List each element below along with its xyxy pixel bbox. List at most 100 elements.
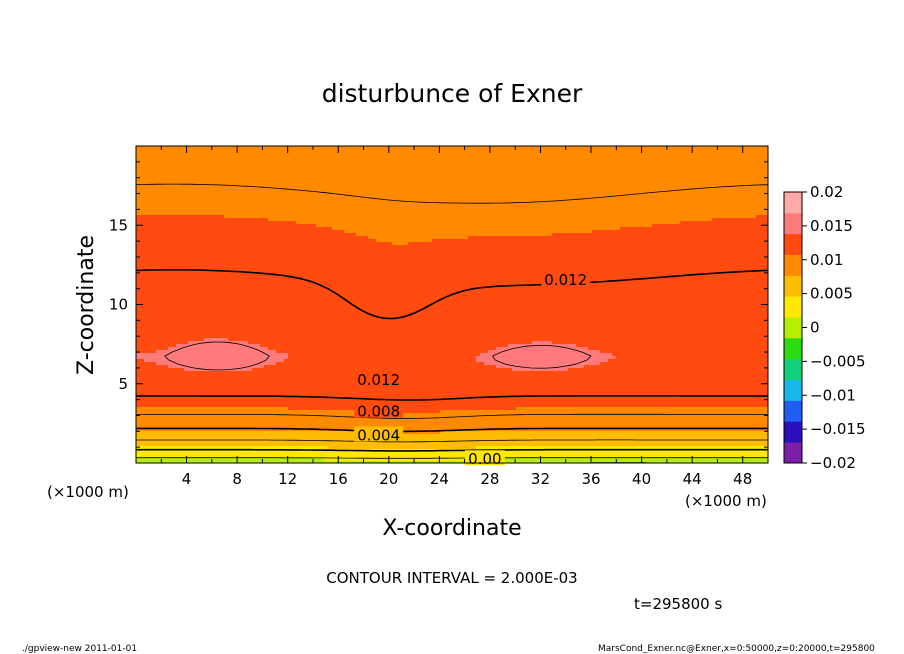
- field-cell: [552, 188, 557, 192]
- field-cell: [144, 155, 149, 159]
- field-cell: [276, 155, 281, 159]
- field-cell: [528, 173, 533, 177]
- field-cell: [264, 233, 269, 237]
- field-cell: [252, 233, 257, 237]
- field-cell: [704, 155, 709, 159]
- field-cell: [684, 224, 689, 228]
- field-cell: [728, 146, 733, 150]
- field-cell: [416, 155, 421, 159]
- field-cell: [432, 167, 437, 171]
- field-cell: [572, 218, 577, 222]
- field-cell: [740, 209, 745, 213]
- field-cell: [464, 164, 469, 168]
- field-cell: [572, 188, 577, 192]
- field-cell: [304, 173, 309, 177]
- field-cell: [176, 194, 181, 198]
- field-cell: [340, 221, 345, 225]
- field-cell: [420, 212, 425, 216]
- field-cell: [332, 161, 337, 165]
- field-cell: [556, 179, 561, 183]
- field-cell: [172, 161, 177, 165]
- field-cell: [240, 203, 245, 207]
- field-cell: [508, 209, 513, 213]
- field-cell: [232, 212, 237, 216]
- field-cell: [184, 227, 189, 231]
- field-cell: [648, 182, 653, 186]
- field-cell: [268, 209, 273, 213]
- field-cell: [392, 224, 397, 228]
- field-cell: [564, 212, 569, 216]
- field-cell: [456, 176, 461, 180]
- field-cell: [288, 173, 293, 177]
- field-cell: [168, 173, 173, 177]
- field-cell: [620, 212, 625, 216]
- field-cell: [232, 203, 237, 207]
- field-cell: [760, 197, 765, 201]
- field-cell: [612, 221, 617, 225]
- field-cell: [628, 170, 633, 174]
- field-cell: [672, 158, 677, 162]
- field-cell: [560, 200, 565, 204]
- field-cell: [608, 161, 613, 165]
- field-cell: [248, 158, 253, 162]
- field-cell: [476, 215, 481, 219]
- field-cell: [464, 170, 469, 174]
- field-cell: [232, 230, 237, 234]
- field-cell: [540, 167, 545, 171]
- field-cell: [204, 239, 209, 243]
- field-cell: [660, 233, 665, 237]
- field-cell: [524, 194, 529, 198]
- field-cell: [308, 215, 313, 219]
- field-cell: [212, 197, 217, 201]
- field-cell: [724, 179, 729, 183]
- field-cell: [588, 161, 593, 165]
- field-cell: [572, 185, 577, 189]
- field-cell: [324, 185, 329, 189]
- field-cell: [652, 182, 657, 186]
- field-cell: [276, 224, 281, 228]
- field-cell: [628, 203, 633, 207]
- field-cell: [332, 149, 337, 153]
- field-cell: [584, 191, 589, 195]
- field-cell: [268, 152, 273, 156]
- field-cell: [360, 191, 365, 195]
- field-cell: [608, 236, 613, 240]
- field-cell: [424, 197, 429, 201]
- field-cell: [184, 203, 189, 207]
- field-cell: [640, 230, 645, 234]
- field-cell: [720, 218, 725, 222]
- field-cell: [368, 239, 373, 243]
- field-cell: [244, 230, 249, 234]
- field-cell: [288, 227, 293, 231]
- field-cell: [720, 212, 725, 216]
- field-cell: [156, 197, 161, 201]
- field-cell: [640, 236, 645, 240]
- field-cell: [724, 209, 729, 213]
- field-cell: [192, 218, 197, 222]
- field-cell: [496, 212, 501, 216]
- field-cell: [324, 179, 329, 183]
- field-cell: [176, 200, 181, 204]
- field-cell: [600, 236, 605, 240]
- field-cell: [332, 167, 337, 171]
- field-cell: [140, 230, 145, 234]
- field-cell: [376, 158, 381, 162]
- field-cell: [296, 167, 301, 171]
- field-cell: [176, 233, 181, 237]
- field-cell: [184, 185, 189, 189]
- field-cell: [592, 233, 597, 237]
- field-cell: [312, 239, 317, 243]
- field-cell: [472, 224, 477, 228]
- field-cell: [320, 182, 325, 186]
- field-cell: [268, 185, 273, 189]
- field-cell: [556, 182, 561, 186]
- field-cell: [428, 200, 433, 204]
- field-cell: [324, 146, 329, 150]
- field-cell: [752, 191, 757, 195]
- field-cell: [324, 218, 329, 222]
- field-cell: [512, 209, 517, 213]
- field-cell: [604, 230, 609, 234]
- field-cell: [724, 161, 729, 165]
- field-cell: [148, 209, 153, 213]
- field-cell: [640, 185, 645, 189]
